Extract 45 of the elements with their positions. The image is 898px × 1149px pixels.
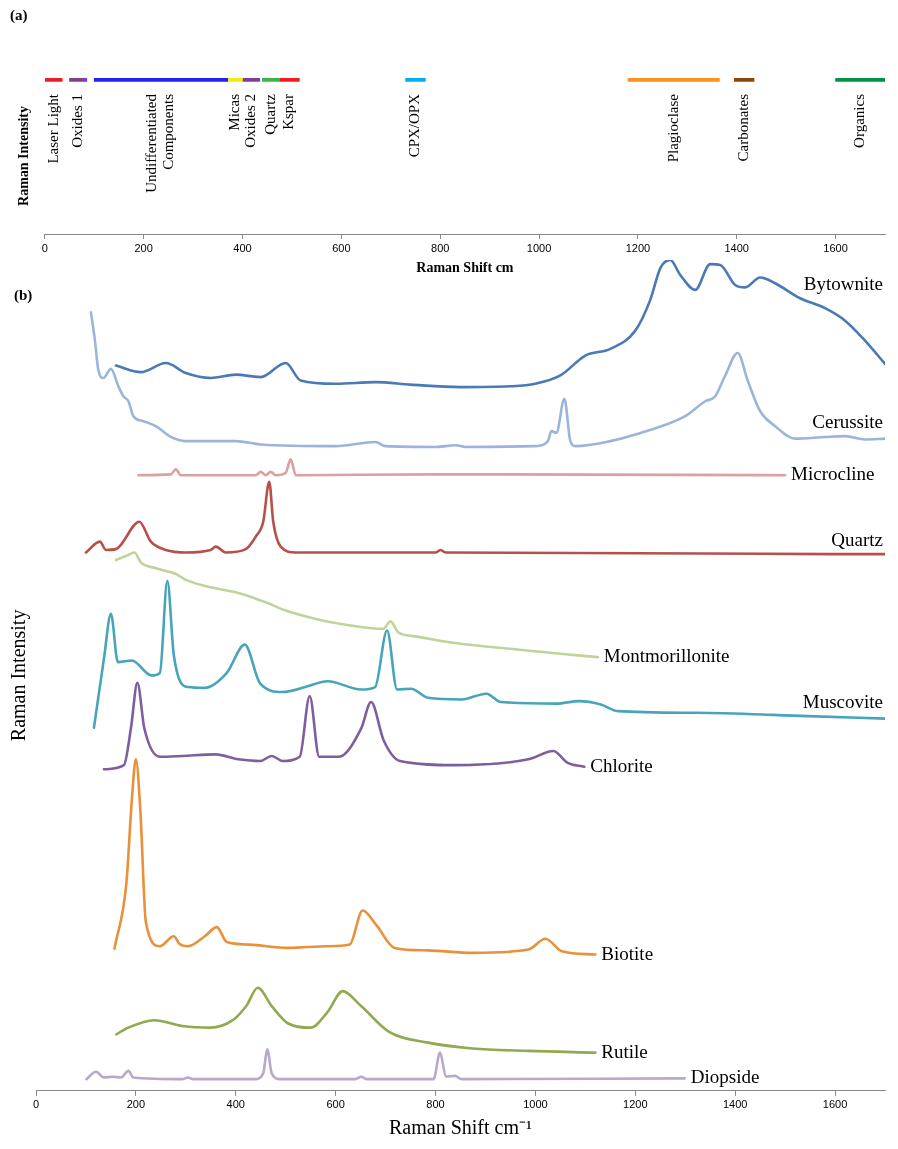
text: Oxides 1 (69, 94, 86, 148)
x-axis-title: Raman Shift cm⁻¹ (389, 1116, 532, 1139)
text: Micas (226, 93, 243, 131)
x-tick-label: 400 (233, 241, 252, 254)
series-label: Rutile (601, 1040, 648, 1062)
text: Kspar (280, 94, 297, 130)
text: Undifferentiated Components (143, 93, 177, 193)
x-axis-title: Raman Shift cm (416, 260, 514, 276)
x-tick-label: 1200 (623, 1098, 648, 1111)
chart-title: (a) (10, 7, 28, 24)
x-tick-label: 600 (332, 241, 351, 254)
y-axis-title: Raman Intensity (16, 106, 32, 206)
series-label: Diopside (690, 1066, 760, 1088)
series-label: Biotite (601, 942, 654, 964)
text: Laser Light (44, 93, 61, 164)
x-tick-label: 600 (326, 1098, 345, 1111)
text: Carbonates (735, 93, 752, 162)
x-tick-label: 800 (431, 241, 450, 254)
x-tick-label: 1200 (625, 241, 651, 254)
x-tick-label: 200 (134, 241, 153, 254)
series-label: Quartz (831, 529, 883, 551)
x-tick-label: 800 (426, 1098, 445, 1111)
x-tick-label: 0 (32, 1098, 40, 1111)
x-tick-label: 1000 (526, 241, 552, 254)
y-axis-title: Raman Intensity (7, 609, 31, 742)
x-tick-label: 200 (126, 1098, 146, 1111)
x-tick-label: 1600 (822, 1098, 848, 1111)
text: Organics (851, 93, 868, 148)
text: Quartz (261, 93, 278, 135)
x-tick-label: 400 (226, 1098, 245, 1111)
series-label: Bytownite (803, 273, 883, 295)
text: Oxides 2 (242, 94, 259, 148)
x-tick-label: 1000 (523, 1098, 548, 1111)
series-label: Muscovite (802, 691, 883, 713)
text: CPX/OPX (406, 93, 423, 158)
series-label: Microcline (791, 463, 875, 485)
series-label: Chlorite (590, 754, 653, 776)
x-tick-label: 1400 (722, 1098, 748, 1111)
x-tick-label: 1600 (823, 241, 848, 254)
text: Plagioclase (664, 93, 681, 163)
series-label: Cerussite (812, 411, 883, 433)
series-label: Montmorillonite (603, 645, 730, 667)
x-tick-label: 1400 (724, 241, 749, 254)
text: (b) (14, 287, 33, 304)
x-tick-label: 0 (41, 241, 48, 254)
